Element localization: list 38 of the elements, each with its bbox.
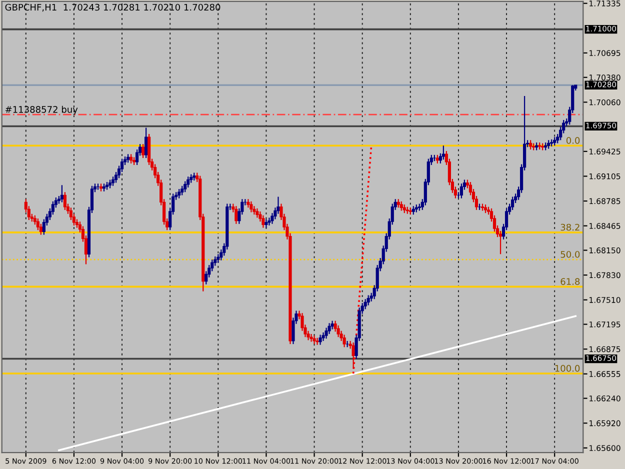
candlestick	[111, 176, 115, 186]
candlestick	[342, 334, 346, 348]
candlestick	[352, 342, 355, 370]
candlestick	[36, 218, 40, 231]
candlestick	[262, 214, 265, 228]
candlestick	[336, 324, 340, 338]
candlestick	[184, 180, 187, 193]
candlestick	[510, 196, 514, 210]
chart-title: GBPCHF,H1 1.70243 1.70281 1.70210 1.70280	[5, 4, 220, 12]
candlestick	[142, 143, 145, 159]
annotation: 100.0	[555, 364, 580, 372]
candlestick	[178, 188, 181, 199]
candlestick	[364, 298, 367, 310]
candlestick	[129, 154, 133, 164]
candlestick	[442, 145, 445, 160]
candlestick	[460, 183, 464, 199]
candlestick	[324, 327, 328, 340]
candlestick	[264, 218, 268, 228]
candlestick	[234, 206, 238, 224]
candlestick	[144, 127, 148, 159]
candlestick	[186, 176, 190, 188]
candlestick	[268, 217, 271, 226]
annotation: 38.2	[560, 224, 580, 231]
annotation: 50.0	[560, 250, 580, 258]
candlestick	[60, 184, 64, 203]
candlestick	[250, 200, 253, 213]
annotation: 61.8	[560, 278, 580, 285]
candlestick	[328, 322, 331, 335]
ref-line-label: #11388572 buy	[5, 106, 78, 115]
candlestick	[256, 208, 259, 218]
candlestick	[366, 294, 370, 306]
candlestick	[318, 334, 322, 346]
candlestick	[180, 185, 184, 196]
candlestick	[316, 337, 319, 346]
candlestick	[529, 140, 532, 150]
candlestick	[400, 200, 403, 212]
candlestick	[63, 192, 67, 210]
annotation: 0.0	[566, 137, 580, 144]
